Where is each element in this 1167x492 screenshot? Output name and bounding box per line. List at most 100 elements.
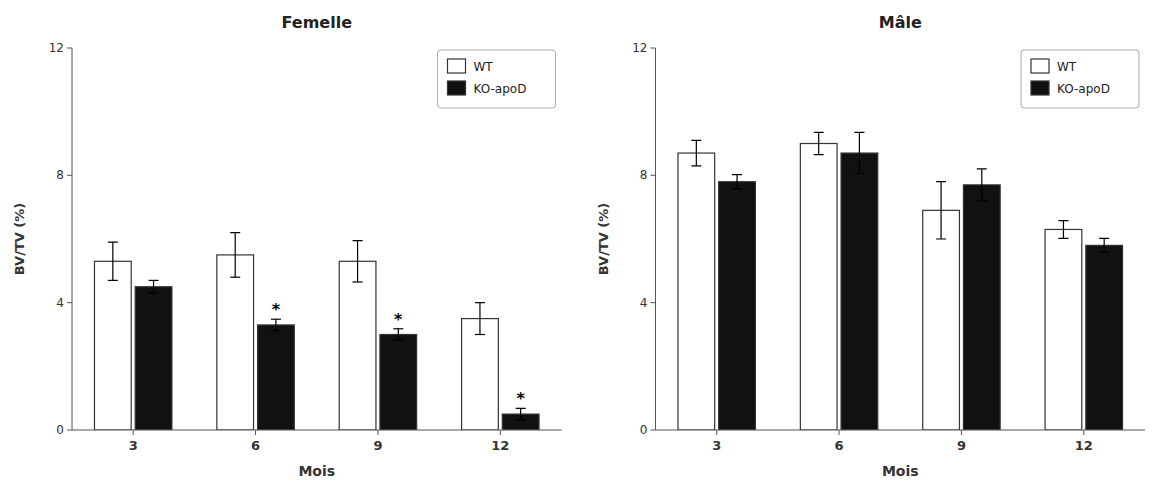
bar [135, 287, 172, 430]
significance: * [516, 389, 525, 408]
x-tick [716, 430, 717, 435]
error-cap [691, 140, 701, 141]
error-cap [1099, 238, 1109, 239]
bar [380, 335, 417, 431]
error-bar [936, 182, 946, 239]
error-cap [108, 280, 118, 281]
legend: WTKO-apoD [1021, 50, 1139, 108]
x-axis-label: Mois [882, 463, 919, 479]
error-cap [936, 238, 946, 239]
error-bar [1058, 221, 1068, 239]
bar [339, 261, 376, 430]
error-line [818, 132, 819, 154]
legend-label: KO-apoD [474, 82, 527, 96]
error-cap [230, 277, 240, 278]
error-cap [475, 334, 485, 335]
bar [923, 210, 960, 430]
bar [462, 319, 499, 430]
x-tick [839, 430, 840, 435]
error-line [275, 319, 276, 330]
error-line [398, 329, 399, 340]
error-line [981, 169, 982, 201]
panel: Mâle04812BV/TV (%)36912MoisWTKO-apoD [596, 13, 1146, 479]
legend-swatch [448, 81, 466, 95]
y-tick-label: 4 [56, 296, 64, 310]
x-tick-label: 3 [129, 438, 138, 453]
legend-frame [438, 50, 556, 108]
error-bar [814, 132, 824, 154]
legend-label: WT [1057, 60, 1077, 74]
error-bar [393, 329, 403, 340]
error-cap [814, 154, 824, 155]
x-tick [500, 430, 501, 435]
error-line [736, 175, 737, 189]
error-bar [977, 169, 987, 201]
x-tick-label: 12 [1075, 438, 1093, 453]
error-bar [149, 280, 159, 293]
y-tick-label: 0 [640, 423, 648, 437]
error-cap [854, 132, 864, 133]
legend-label: WT [474, 60, 494, 74]
error-cap [732, 188, 742, 189]
x-tick [961, 430, 962, 435]
x-axis-label: Mois [298, 463, 335, 479]
y-tick-label: 12 [49, 41, 64, 55]
y-tick [651, 430, 656, 431]
error-line [479, 303, 480, 335]
error-bar [353, 241, 363, 282]
error-line [235, 233, 236, 278]
x-tick [1083, 430, 1084, 435]
legend: WT KO-apoD [438, 50, 556, 108]
error-cap [732, 174, 742, 175]
panel: Femelle04812BV/TV (%)36912Mois***WTKO-ap… [12, 13, 562, 479]
bar [1086, 245, 1123, 430]
bar [678, 153, 715, 430]
error-bar [271, 319, 281, 330]
y-axis-label: BV/TV (%) [12, 203, 27, 276]
x-tick-label: 9 [957, 438, 966, 453]
x-tick-label: 6 [251, 438, 260, 453]
legend-swatch [1031, 59, 1049, 73]
plot-area [678, 132, 1123, 430]
error-bar [854, 132, 864, 173]
legend-swatch [448, 59, 466, 73]
y-axis-line [72, 48, 73, 430]
bar [217, 255, 254, 430]
x-tick [377, 430, 378, 435]
error-cap [271, 330, 281, 331]
bar [800, 144, 837, 431]
error-cap [353, 281, 363, 282]
x-tick-label: 12 [491, 438, 509, 453]
error-bar [516, 408, 526, 419]
y-axis-label: BV/TV (%) [596, 203, 611, 276]
y-axis-line [655, 48, 656, 430]
y-tick-label: 8 [640, 168, 648, 182]
y-tick [651, 48, 656, 49]
significance: * [394, 310, 403, 329]
error-cap [393, 340, 403, 341]
error-line [859, 132, 860, 173]
error-cap [1058, 220, 1068, 221]
error-line [1104, 238, 1105, 252]
x-tick-label: 3 [712, 438, 721, 453]
title: Femelle [282, 13, 353, 32]
error-cap [108, 242, 118, 243]
x-axis-line [656, 430, 1146, 431]
legend-frame [1021, 50, 1139, 108]
error-cap [691, 165, 701, 166]
error-bar [732, 175, 742, 189]
error-cap [814, 132, 824, 133]
y-tick [651, 175, 656, 176]
y-tick [67, 175, 72, 176]
plot-area [94, 233, 539, 430]
y-tick-label: 12 [632, 41, 647, 55]
error-cap [854, 173, 864, 174]
error-line [940, 182, 941, 239]
error-cap [353, 240, 363, 241]
bar [258, 325, 295, 430]
error-cap [1058, 238, 1068, 239]
y-tick-label: 4 [640, 296, 648, 310]
significance: * [272, 300, 281, 319]
legend-swatch [1031, 81, 1049, 95]
bar [719, 182, 756, 430]
